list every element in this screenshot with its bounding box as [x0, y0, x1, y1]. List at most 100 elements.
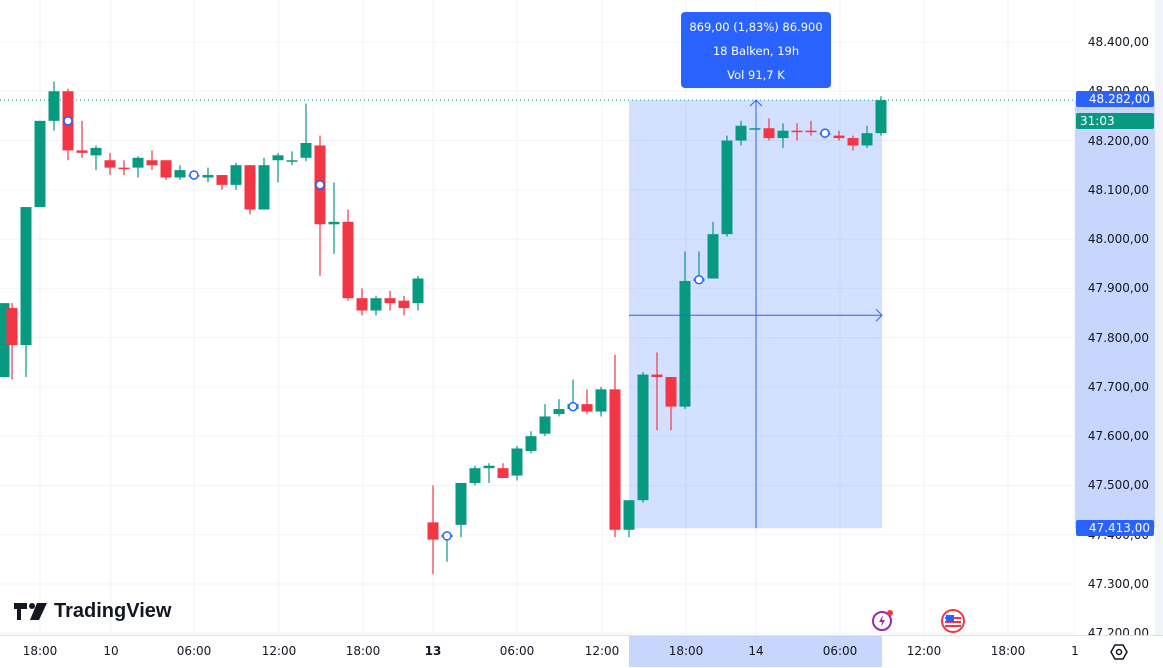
candle: [539, 416, 551, 434]
time-axis-label: 12:00: [261, 644, 297, 658]
candle: [342, 221, 354, 299]
candle: [34, 120, 46, 208]
tradingview-logo[interactable]: TradingView: [14, 600, 171, 623]
candle: [735, 125, 747, 141]
time-axis-label: 06:00: [499, 644, 535, 658]
candle: [651, 374, 663, 378]
candle: [258, 165, 270, 210]
candle: [230, 165, 242, 185]
candle: [679, 280, 691, 407]
candle: [707, 234, 719, 279]
candle: [861, 133, 873, 146]
candle: [469, 468, 481, 483]
candle: [20, 207, 32, 346]
time-axis-label: 18:00: [990, 644, 1026, 658]
candle: [0, 303, 10, 378]
candle: [356, 298, 368, 311]
time-axis-label: 06:00: [176, 644, 212, 658]
time-axis-label: 14: [748, 644, 764, 658]
tradingview-logo-text: TradingView: [54, 600, 172, 622]
price-axis-label: 48.400,00: [1087, 35, 1149, 49]
lightning-event-icon[interactable]: [871, 608, 895, 632]
candle: [300, 143, 312, 158]
candle: [497, 468, 509, 479]
candle: [370, 298, 382, 311]
candle: [384, 298, 396, 304]
candle: [202, 175, 214, 178]
time-axis-label: 06:00: [822, 644, 858, 658]
measure-volume: Vol 91,7 K: [727, 68, 785, 82]
candle: [412, 278, 424, 304]
price-axis-label: 48.200,00: [1087, 133, 1149, 148]
candle: [174, 170, 186, 178]
last-price-tag: 48.282,00: [1076, 91, 1154, 107]
measure-change: 869,00 (1,83%) 86.900: [689, 20, 823, 34]
candle: [777, 130, 789, 139]
event-marker-icon[interactable]: [315, 180, 325, 190]
event-marker-icon[interactable]: [568, 401, 578, 412]
candle: [581, 404, 593, 412]
candle: [511, 448, 523, 476]
candle: [805, 130, 817, 133]
time-axis-label: 12:00: [584, 644, 620, 658]
event-marker-icon[interactable]: [189, 170, 199, 180]
measure-bars: 18 Balken, 19h: [712, 44, 800, 58]
event-marker-icon[interactable]: [63, 116, 73, 126]
candle: [553, 409, 565, 414]
settings-hexagon-icon[interactable]: [1110, 643, 1128, 661]
candle: [637, 374, 649, 501]
candle: [160, 160, 172, 178]
candle: [286, 160, 298, 162]
candle: [875, 100, 887, 134]
candle: [272, 155, 284, 161]
candle: [328, 221, 340, 225]
candle: [763, 128, 775, 139]
price-axis-label: 47.700,00: [1087, 379, 1149, 394]
time-axis-label: 18:00: [668, 644, 704, 658]
candle: [244, 165, 256, 210]
candle: [833, 135, 845, 139]
time-axis-label: 13: [424, 644, 442, 658]
candle: [146, 160, 158, 166]
time-axis-label: 18:00: [22, 644, 58, 658]
candle: [623, 500, 635, 530]
candle: [455, 482, 467, 525]
candle: [132, 157, 144, 168]
price-axis-label: 48.100,00: [1087, 182, 1149, 197]
event-marker-icon[interactable]: [820, 128, 830, 138]
time-axis-range-highlight: [629, 636, 882, 667]
time-axis-label: 18:00: [345, 644, 381, 658]
candle: [427, 522, 439, 540]
event-marker-icon[interactable]: [694, 274, 704, 285]
bar-countdown-tag: 31:03: [1076, 113, 1154, 129]
candle: [118, 167, 130, 170]
us-flag-icon[interactable]: [940, 608, 966, 634]
range-low-price-tag: 47.413,00: [1076, 520, 1154, 536]
price-axis[interactable]: 48.400,0048.300,0048.200,0048.100,0048.0…: [1075, 0, 1155, 640]
price-axis-label: 47.800,00: [1087, 330, 1149, 345]
candle: [525, 436, 537, 451]
candle: [76, 150, 88, 153]
candle: [847, 138, 859, 146]
price-axis-label: 47.300,00: [1087, 576, 1149, 591]
candle: [721, 140, 733, 235]
price-axis-range-highlight: [1075, 100, 1155, 529]
price-axis-label: 47.500,00: [1087, 478, 1149, 493]
candle: [749, 128, 761, 130]
price-axis-label: 47.900,00: [1087, 281, 1149, 296]
time-axis-label: 12:00: [906, 644, 942, 658]
price-chart[interactable]: [0, 0, 1075, 635]
time-axis-label: 1: [1071, 644, 1079, 658]
candle: [48, 91, 60, 121]
time-axis[interactable]: 18:00 10 06:00 12:00 18:00 13 06:00 12:00 18:00 1…: [0, 635, 1163, 668]
price-axis-label: 47.600,00: [1087, 429, 1149, 444]
candle: [665, 377, 677, 407]
candle: [609, 389, 621, 530]
candle: [216, 175, 228, 185]
candle: [6, 308, 18, 346]
candle: [791, 130, 803, 133]
event-marker-icon[interactable]: [442, 531, 452, 541]
candle: [90, 147, 102, 156]
tradingview-logo-icon: [14, 602, 47, 620]
candle: [483, 465, 495, 469]
